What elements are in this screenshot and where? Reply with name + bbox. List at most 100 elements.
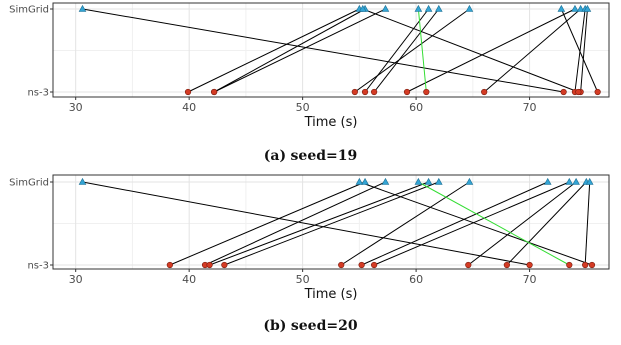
link-line [483, 8, 581, 93]
x-axis-title: Time (s) [304, 287, 358, 302]
link-line [354, 8, 470, 93]
link-line [560, 8, 599, 93]
link-line [209, 181, 429, 266]
y-tick-label: ns-3 [27, 88, 49, 99]
ns3-point [526, 261, 533, 269]
ns3-point [465, 261, 472, 269]
link-line [361, 181, 548, 266]
chart-panel-0: SimGrid ns-3 30 40 50 60 70 Time (s) [9, 2, 610, 130]
simgrid-point [361, 177, 369, 185]
y-tick-label: SimGrid [9, 178, 49, 189]
x-tick-label: 40 [182, 101, 196, 114]
y-tick-label: SimGrid [9, 5, 49, 16]
highlight-link-line [418, 181, 570, 266]
ns3-point [371, 88, 378, 96]
simgrid-point [557, 4, 566, 12]
ns3-point [166, 261, 173, 269]
link-line [169, 181, 366, 266]
panel-border [52, 174, 610, 270]
link-line [364, 8, 429, 93]
x-tick-label: 60 [409, 273, 423, 286]
simgrid-point [355, 177, 364, 185]
ns3-point [582, 261, 589, 269]
link-line [213, 8, 366, 93]
simgrid-point [434, 4, 443, 12]
x-tick-label: 50 [296, 273, 310, 286]
link-line [373, 181, 570, 266]
caption-a-label: (a) [263, 148, 287, 164]
simgrid-point [465, 177, 474, 185]
simgrid-point [585, 177, 594, 185]
x-tick-label: 50 [296, 101, 310, 114]
highlight-link-line [417, 8, 427, 93]
ns3-point [560, 88, 567, 96]
ns3-point [358, 261, 365, 269]
ns3-point [503, 261, 510, 269]
caption-b-label: (b) [263, 318, 287, 334]
simgrid-point [465, 4, 474, 12]
simgrid-point [583, 4, 592, 12]
ns3-point [403, 88, 411, 96]
link-line [340, 181, 470, 266]
ns3-point [361, 88, 369, 96]
simgrid-point [78, 4, 87, 12]
simgrid-point [78, 177, 87, 185]
ns3-point [566, 261, 573, 269]
x-axis-title: Time (s) [304, 115, 358, 130]
x-tick-label: 30 [69, 273, 83, 286]
simgrid-point [381, 4, 390, 12]
ns3-point [221, 261, 228, 269]
y-tick-label: ns-3 [27, 261, 49, 272]
link-line [187, 8, 360, 93]
x-tick-label: 70 [523, 101, 537, 114]
ns3-point [371, 261, 378, 269]
simgrid-point [414, 4, 423, 12]
simgrid-point [414, 177, 423, 185]
link-line [82, 8, 564, 93]
simgrid-point [434, 177, 443, 185]
simgrid-point [543, 177, 552, 185]
caption-b: (b) seed=20 [0, 318, 621, 334]
link-line [373, 8, 440, 93]
link-line [359, 181, 593, 266]
link-line [406, 8, 576, 93]
x-tick-label: 60 [409, 101, 423, 114]
x-tick-label: 70 [523, 273, 537, 286]
caption-b-text: seed=20 [290, 318, 358, 334]
ns3-point [588, 261, 596, 269]
ns3-point [338, 261, 345, 269]
ns3-point [481, 88, 488, 96]
x-tick-label: 30 [69, 101, 83, 114]
simgrid-point [424, 4, 433, 12]
simgrid-point [571, 4, 579, 12]
link-line [213, 8, 386, 93]
link-line [467, 181, 577, 266]
simgrid-point [424, 177, 433, 185]
ns3-point [206, 261, 213, 269]
caption-a: (a) seed=19 [0, 148, 621, 164]
link-line [506, 181, 587, 266]
simgrid-point [565, 177, 574, 185]
ns3-point [351, 88, 358, 96]
simgrid-point [576, 4, 585, 12]
link-line [224, 181, 439, 266]
ns3-point [575, 88, 582, 96]
link-line [584, 181, 591, 266]
simgrid-point [381, 177, 390, 185]
link-line [362, 8, 579, 93]
x-tick-label: 40 [182, 273, 196, 286]
link-line [82, 181, 530, 266]
ns3-point [211, 88, 218, 96]
panel-border [52, 2, 610, 98]
caption-a-text: seed=19 [290, 148, 358, 164]
simgrid-point [572, 177, 580, 185]
simgrid-point [358, 4, 367, 12]
ns3-point [594, 88, 601, 96]
link-line [574, 8, 586, 93]
link-line [204, 181, 386, 266]
link-line [580, 8, 588, 93]
ns3-point [184, 88, 192, 96]
ns3-point [423, 88, 430, 96]
chart-panel-1: SimGrid ns-3 30 40 50 60 70 Time (s) [9, 174, 610, 302]
